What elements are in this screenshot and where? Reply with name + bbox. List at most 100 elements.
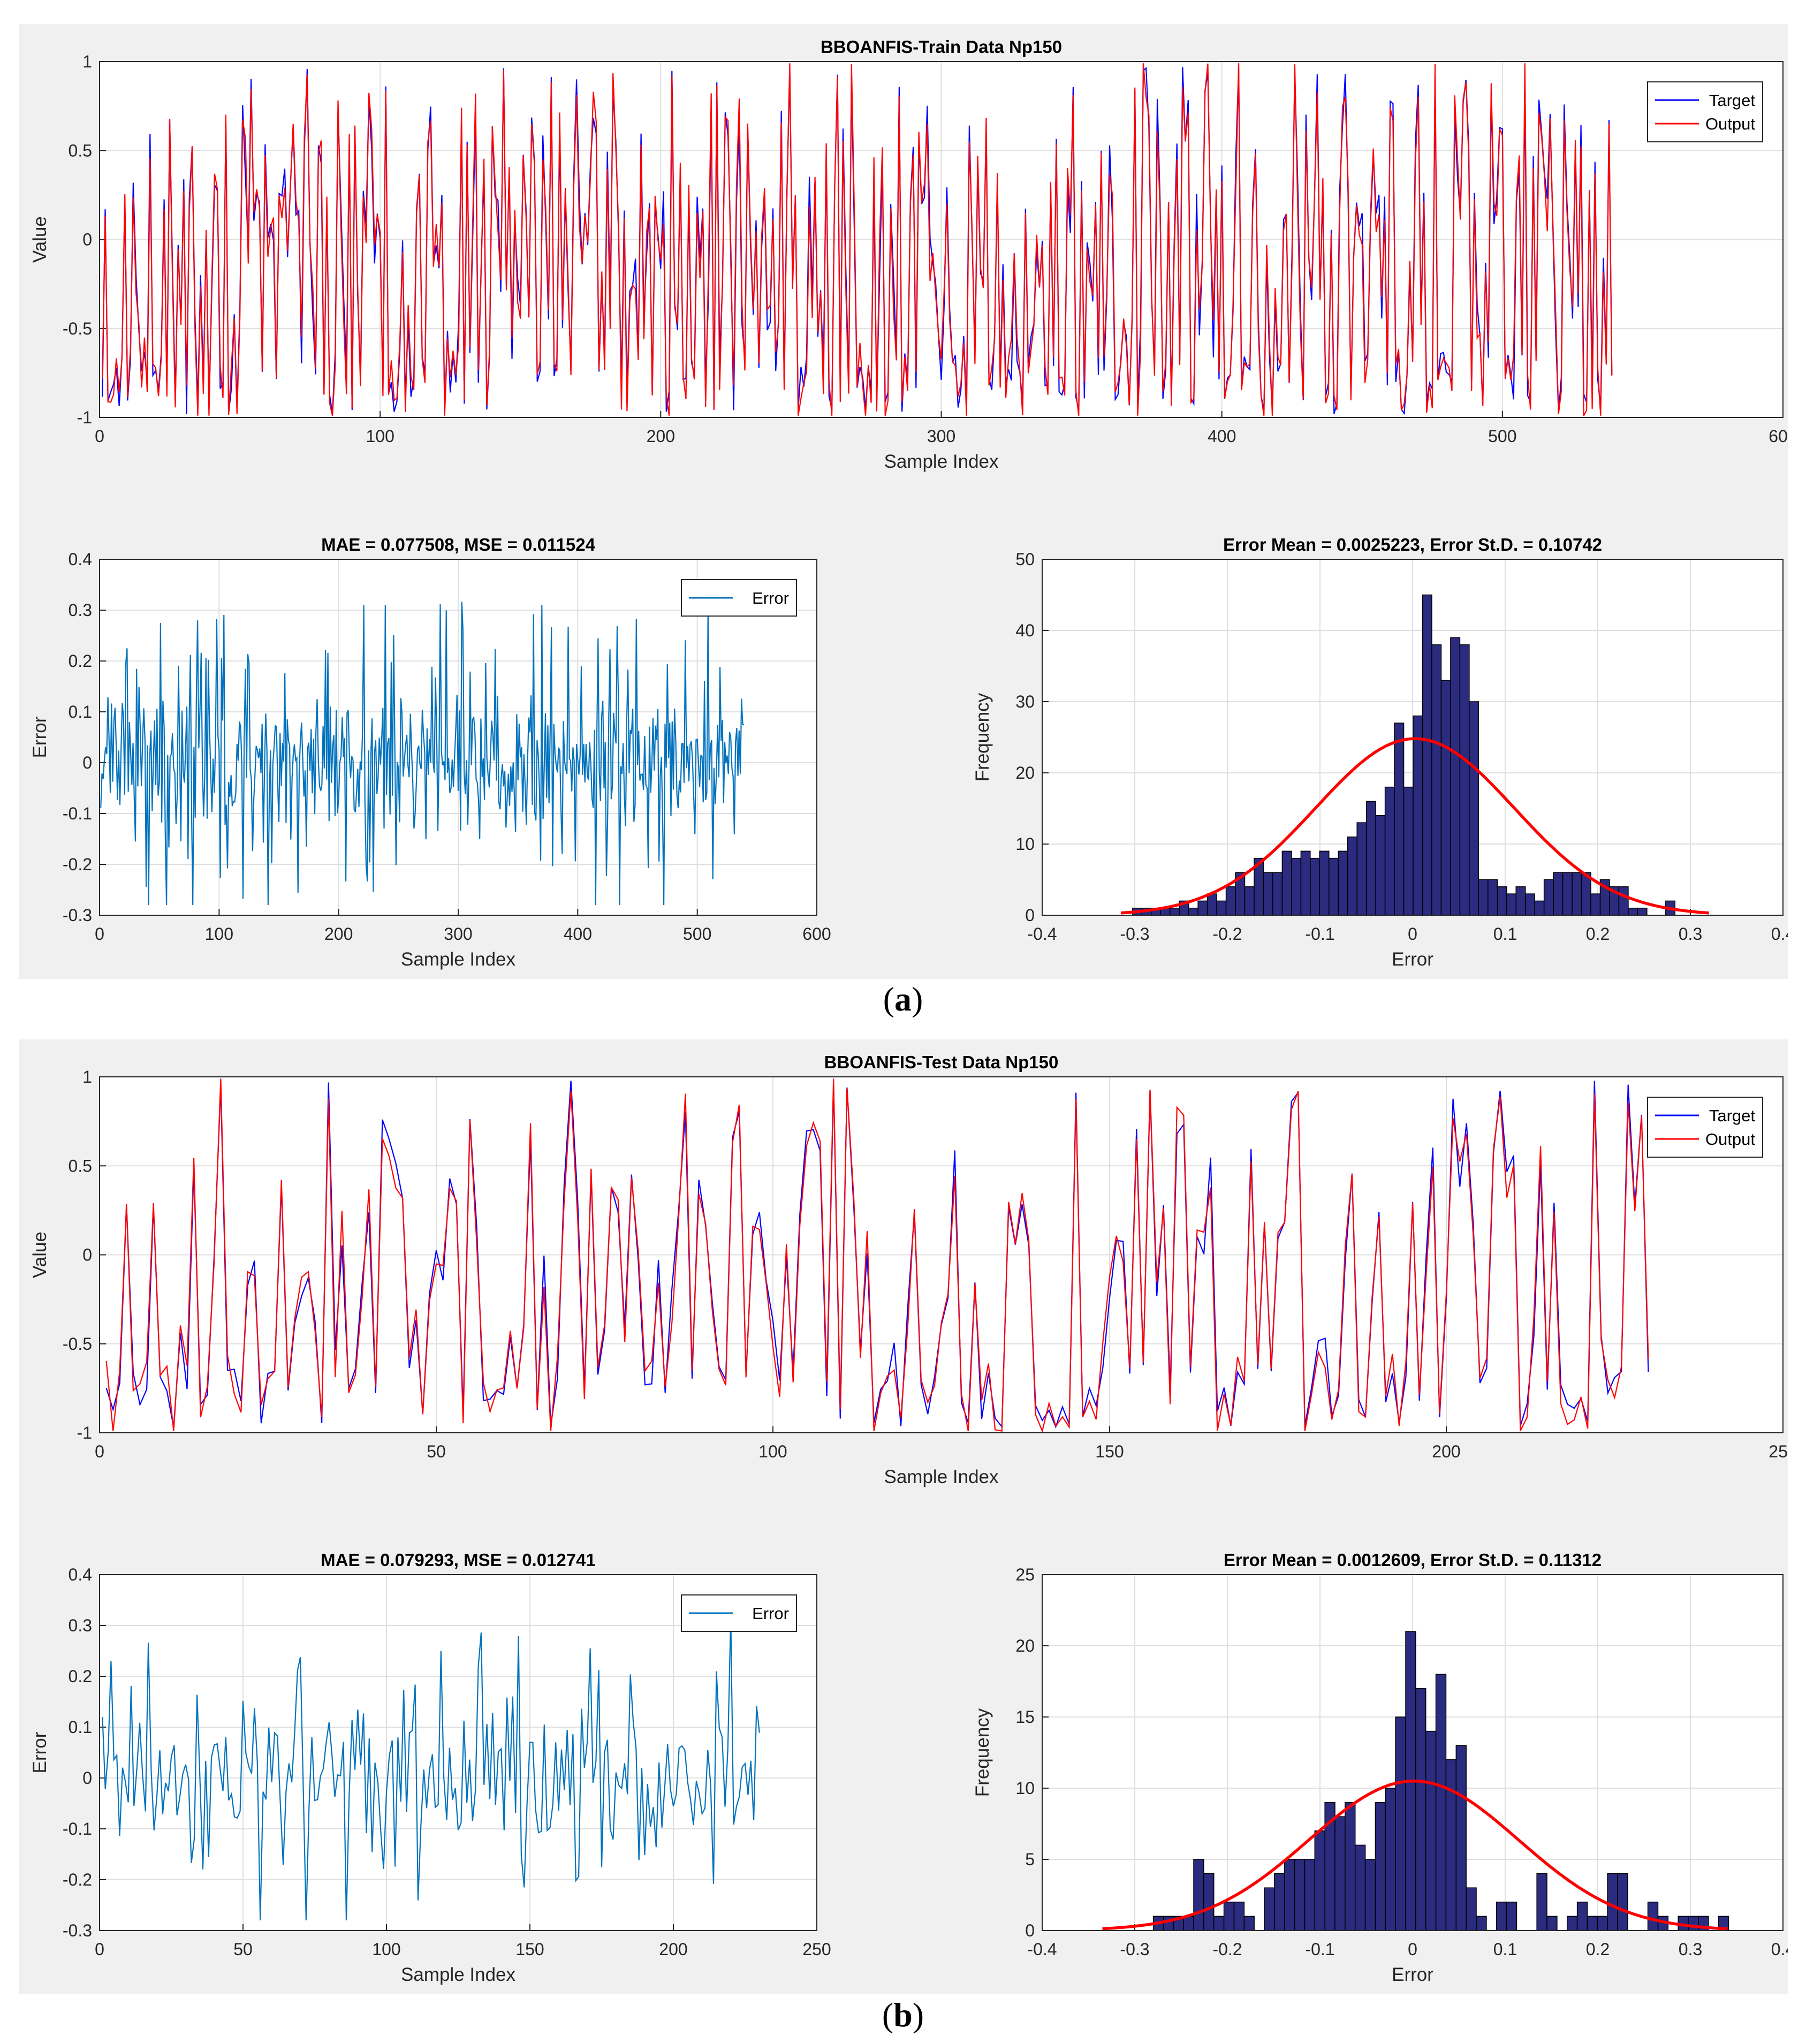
histogram-bar bbox=[1572, 872, 1582, 916]
test-error-chart: 0 50 100 150 200 250 -0.3 -0.2 -0.1 0 0.1 0.2 0.3 0.4… bbox=[29, 1550, 831, 1985]
histogram-bar bbox=[1496, 1902, 1507, 1931]
histogram-bar bbox=[1536, 1873, 1547, 1931]
y-tick-label: 0 bbox=[82, 230, 92, 249]
y-tick-label: 0 bbox=[1025, 1921, 1035, 1940]
y-tick-label: -1 bbox=[77, 1423, 92, 1442]
histogram-bar bbox=[1455, 1745, 1467, 1931]
y-tick-label: 10 bbox=[1015, 834, 1035, 854]
histogram-bar bbox=[1445, 1759, 1457, 1931]
histogram-bar bbox=[1203, 1873, 1215, 1931]
x-tick-label: 0 bbox=[95, 924, 104, 944]
histogram-bar bbox=[1319, 850, 1330, 916]
histogram-bar bbox=[1188, 907, 1198, 916]
y-tick-label: 0.3 bbox=[69, 1616, 92, 1635]
x-tick-label: 0.2 bbox=[1586, 924, 1610, 944]
normal-fit-curve bbox=[1120, 737, 1709, 915]
histogram-bar bbox=[1274, 1873, 1285, 1931]
y-tick-label: 0.1 bbox=[69, 1718, 92, 1737]
error-series-line bbox=[102, 1615, 760, 1921]
x-axis-label: Sample Index bbox=[401, 1964, 516, 1985]
y-axis-label: Error bbox=[29, 1731, 50, 1773]
histogram-bar bbox=[1395, 1716, 1406, 1931]
normal-fit-curve bbox=[1102, 1779, 1728, 1931]
histogram-bar bbox=[1534, 900, 1545, 916]
histogram-bar bbox=[1213, 1916, 1225, 1931]
x-tick-label: 250 bbox=[1769, 1442, 1788, 1461]
y-tick-label: 0.4 bbox=[69, 1565, 92, 1584]
histogram-bar bbox=[1263, 872, 1273, 916]
chart-title: BBOANFIS-Train Data Np150 bbox=[821, 37, 1062, 57]
chart-title: Error Mean = 0.0025223, Error St.D. = 0.… bbox=[1223, 535, 1602, 554]
y-axis-label: Error bbox=[29, 716, 50, 758]
plot-border bbox=[1042, 559, 1784, 916]
x-tick-label: 600 bbox=[1769, 427, 1788, 446]
histogram-bar bbox=[1329, 857, 1339, 916]
x-tick-label: -0.3 bbox=[1120, 1940, 1149, 1959]
histogram-bar bbox=[1385, 1788, 1396, 1931]
histogram-bar bbox=[1233, 1902, 1245, 1931]
y-tick-label: 20 bbox=[1015, 763, 1035, 782]
x-tick-label: 100 bbox=[758, 1442, 787, 1461]
histogram-bar bbox=[1688, 1916, 1699, 1931]
y-tick-label: -0.5 bbox=[63, 319, 92, 338]
histogram-bar bbox=[1243, 1916, 1255, 1931]
histogram-bar bbox=[1403, 786, 1414, 916]
x-tick-label: 0.1 bbox=[1493, 1940, 1517, 1959]
x-tick-label: 600 bbox=[802, 924, 831, 944]
x-tick-label: 400 bbox=[1208, 427, 1236, 446]
x-tick-label: 0 bbox=[1408, 1940, 1417, 1959]
x-axis-label: Sample Index bbox=[401, 949, 516, 970]
x-tick-label: 200 bbox=[1432, 1442, 1460, 1461]
histogram-bar bbox=[1375, 815, 1386, 916]
histogram-bar bbox=[1384, 786, 1395, 916]
histogram-bar bbox=[1163, 1916, 1174, 1931]
train-error-chart: 0 100 200 300 400 500 600 -0.3 -0.2 -0.1 0 0.1 0.2 0.… bbox=[29, 535, 831, 970]
y-tick-label: 0.4 bbox=[69, 550, 92, 569]
legend-label: Error bbox=[752, 589, 789, 607]
y-tick-label: 0 bbox=[82, 753, 92, 772]
histogram-bar bbox=[1356, 822, 1367, 916]
plot-area bbox=[100, 1575, 817, 1931]
x-tick-label: 200 bbox=[659, 1940, 687, 1959]
histogram-bar bbox=[1647, 1902, 1659, 1931]
y-tick-label: 0.5 bbox=[69, 1156, 92, 1175]
x-tick-label: 100 bbox=[205, 924, 233, 944]
y-axis-label: Value bbox=[29, 216, 50, 263]
chart-title: BBOANFIS-Test Data Np150 bbox=[824, 1052, 1059, 1072]
y-tick-label: 0 bbox=[82, 1768, 92, 1788]
legend-label: Error bbox=[752, 1604, 789, 1623]
histogram-bar bbox=[1476, 1916, 1487, 1931]
x-tick-label: 0 bbox=[95, 1442, 104, 1461]
histogram-bar bbox=[1628, 907, 1638, 916]
histogram-bar bbox=[1590, 893, 1601, 916]
x-tick-label: -0.2 bbox=[1212, 924, 1242, 944]
x-tick-label: 300 bbox=[444, 924, 472, 944]
train-error-histogram: -0.4 -0.3 -0.2 -0.1 0 0.1 0.2 0.3 0.4 0 10 20 30 40 50… bbox=[972, 535, 1788, 970]
x-tick-label: 50 bbox=[427, 1442, 446, 1461]
histogram-bar bbox=[1617, 1873, 1628, 1931]
x-tick-label: 200 bbox=[324, 924, 353, 944]
x-tick-label: 300 bbox=[927, 427, 955, 446]
x-tick-label: 50 bbox=[233, 1940, 253, 1959]
histogram-bar bbox=[1637, 907, 1648, 916]
histogram-bar bbox=[1281, 850, 1292, 916]
y-tick-label: -0.2 bbox=[63, 855, 92, 874]
histogram-bar bbox=[1466, 1887, 1477, 1931]
test-series-chart: 0 50 100 150 200 250 -1 -0.5 0 0.5 1 BBOANFIS-Test … bbox=[29, 1052, 1788, 1487]
y-tick-label: 0 bbox=[82, 1245, 92, 1265]
histogram-bar bbox=[1546, 1916, 1558, 1931]
x-tick-label: 0.4 bbox=[1771, 924, 1788, 944]
y-tick-label: 1 bbox=[82, 52, 92, 71]
histogram-bar bbox=[1310, 857, 1321, 916]
x-tick-label: -0.1 bbox=[1305, 1940, 1334, 1959]
histogram-bar bbox=[1216, 900, 1227, 916]
y-tick-label: -0.2 bbox=[63, 1870, 92, 1889]
histogram-bar bbox=[1334, 1816, 1346, 1931]
y-tick-label: 0.1 bbox=[69, 702, 92, 721]
histogram-bar bbox=[1576, 1902, 1588, 1931]
histogram-bar bbox=[1193, 1859, 1204, 1931]
x-axis-label: Error bbox=[1392, 1964, 1433, 1985]
error-series-line bbox=[100, 602, 745, 906]
legend-label: Target bbox=[1709, 91, 1756, 110]
plot-border bbox=[1042, 1574, 1784, 1931]
